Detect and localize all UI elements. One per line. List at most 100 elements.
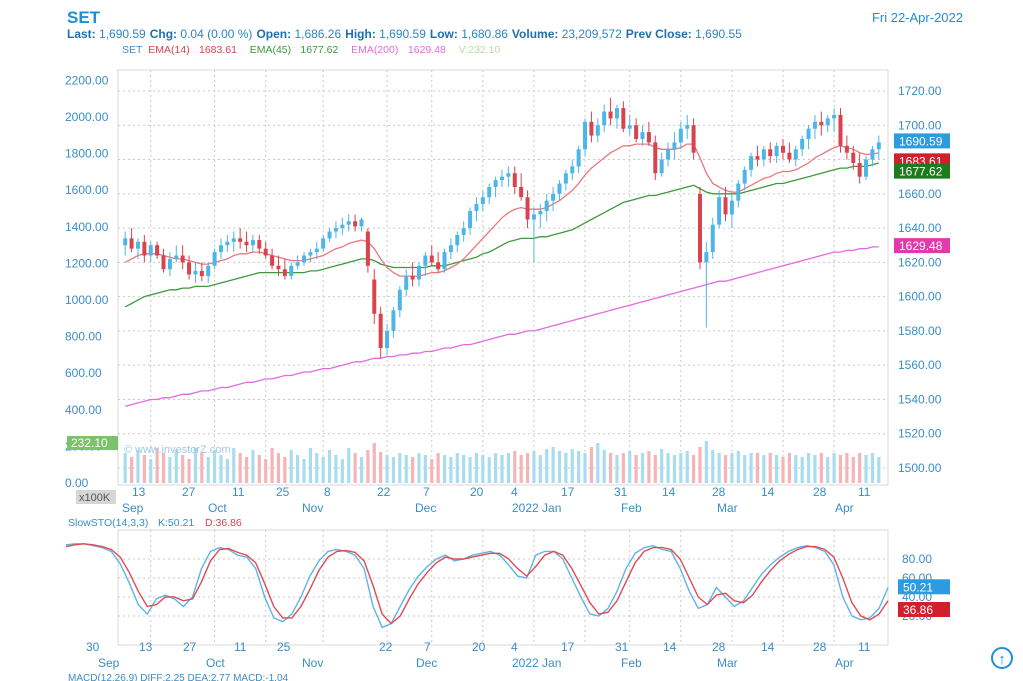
volume-bar: [640, 453, 645, 483]
candle-body: [538, 210, 543, 215]
volume-tick-label: 800.00: [65, 330, 102, 344]
x-month-label: Sep: [122, 501, 144, 515]
candle-body: [838, 114, 843, 146]
stoch-x-tick-label: 4: [511, 640, 518, 654]
volume-bar: [149, 459, 153, 483]
x-tick-label: 4: [511, 485, 518, 499]
volume-bar: [123, 453, 127, 483]
x-tick-label: 8: [324, 485, 331, 499]
volume-bar: [787, 453, 791, 483]
candle-body: [129, 238, 134, 249]
ema45-line: [124, 162, 879, 308]
candle-body: [436, 262, 441, 270]
candle-body: [710, 224, 715, 253]
stoch-k-line: [65, 543, 889, 629]
scroll-top-icon[interactable]: ↑: [991, 647, 1013, 669]
volume-tick-label: 2200.00: [65, 73, 109, 87]
candle-body: [812, 121, 817, 129]
volume-bar: [513, 451, 517, 483]
volume-bar: [506, 453, 510, 483]
candle-body: [614, 108, 619, 119]
candle-body: [327, 231, 332, 239]
x-tick-label: 11: [858, 485, 871, 499]
candle-body: [697, 193, 702, 263]
quote-label: Last:: [67, 27, 100, 41]
candle-body: [161, 255, 166, 270]
candle-body: [691, 125, 696, 153]
legend-item: 1629.48: [408, 44, 446, 56]
x-tick-label: 28: [712, 485, 726, 499]
candle-body: [602, 111, 607, 126]
volume-bar: [193, 448, 198, 483]
candle-body: [193, 270, 198, 275]
candle-body: [282, 269, 287, 277]
stoch-d-badge-value: 36.86: [903, 603, 933, 617]
candle-body: [295, 262, 300, 266]
candle-body: [404, 276, 409, 290]
legend-item: 1683.61: [199, 44, 237, 56]
candle-body: [793, 149, 798, 160]
candle-body: [704, 252, 709, 263]
stoch-x-month-label: Sep: [98, 656, 120, 670]
volume-bar: [353, 453, 357, 483]
ema14-line: [124, 143, 879, 277]
candle-body: [563, 173, 568, 184]
volume-bar: [327, 450, 332, 483]
candle-body: [238, 238, 243, 242]
candle-body: [385, 330, 390, 349]
x-month-label: Oct: [208, 501, 227, 515]
volume-bar: [187, 459, 191, 483]
volume-bar: [864, 455, 868, 483]
volume-bar: [430, 459, 434, 483]
candle-body: [512, 173, 517, 187]
stoch-k-label: K:50.21: [158, 517, 194, 529]
price-badge-value: 1677.62: [899, 165, 943, 179]
macd-label: MACD(12,26,9) DIFF:2.25 DEA:2.77 MACD:-1…: [68, 673, 289, 681]
candle-body: [761, 149, 766, 160]
volume-tick-label: 1600.00: [65, 183, 109, 197]
candle-body: [244, 241, 249, 246]
price-tick-label: 1620.00: [898, 255, 942, 269]
candle-body: [442, 252, 447, 270]
candle-body: [576, 149, 581, 167]
volume-bar: [679, 453, 683, 483]
quote-label: Prev Close:: [625, 27, 696, 41]
stoch-d-line: [65, 543, 889, 625]
volume-bar: [691, 455, 696, 483]
candle-body: [155, 245, 160, 256]
volume-bar: [225, 459, 229, 483]
candle-body: [359, 219, 364, 227]
candle-body: [480, 197, 485, 205]
volume-bar: [730, 453, 734, 483]
candle-body: [321, 238, 326, 249]
price-tick-label: 1580.00: [898, 324, 942, 338]
x-tick-label: 25: [276, 485, 290, 499]
candle-body: [391, 310, 396, 331]
candle-body: [774, 145, 779, 157]
candle-body: [666, 149, 671, 160]
volume-bar: [308, 448, 313, 483]
volume-bar: [410, 457, 415, 483]
volume-bar: [213, 450, 217, 483]
candle-body: [525, 197, 530, 220]
volume-bar: [340, 459, 344, 483]
stoch-x-tick-label: 31: [615, 640, 629, 654]
candle-body: [493, 180, 498, 187]
volume-bar: [385, 455, 389, 483]
stoch-x-tick-label: 17: [561, 640, 575, 654]
candle-body: [608, 111, 613, 119]
x-tick-label: 28: [813, 485, 827, 499]
candle-body: [595, 125, 600, 136]
candle-body: [678, 128, 683, 143]
candle-body: [506, 173, 511, 177]
candle-body: [870, 149, 875, 160]
candle-body: [142, 241, 147, 256]
volume-bar: [685, 451, 689, 483]
price-tick-label: 1560.00: [898, 358, 942, 372]
volume-bar: [557, 451, 562, 483]
candle-body: [212, 252, 217, 266]
candle-body: [263, 248, 268, 256]
candle-body: [474, 204, 479, 211]
legend-item: V:232.10: [459, 44, 501, 56]
